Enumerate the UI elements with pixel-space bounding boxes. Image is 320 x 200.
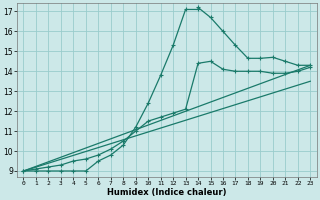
X-axis label: Humidex (Indice chaleur): Humidex (Indice chaleur): [107, 188, 227, 197]
